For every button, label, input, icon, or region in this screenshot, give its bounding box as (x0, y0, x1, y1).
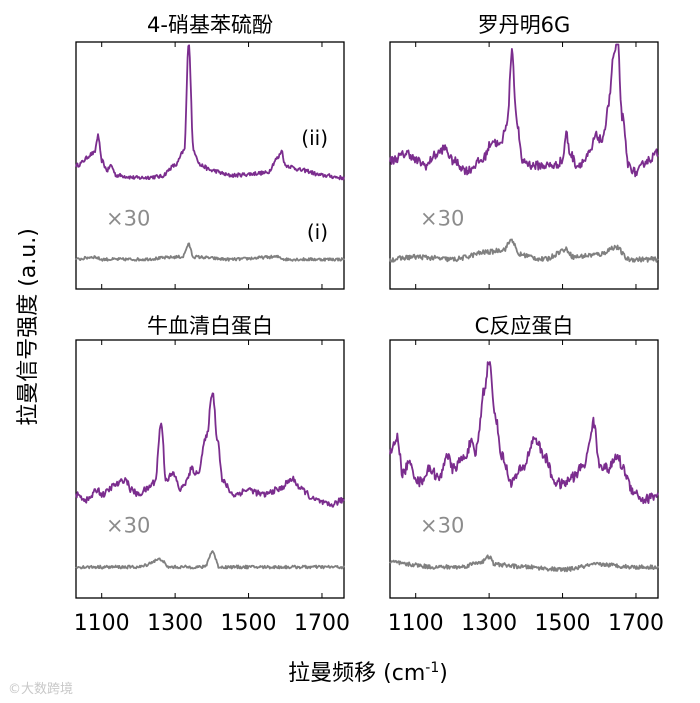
panel-2: 罗丹明6G ×30 (389, 13, 659, 290)
x-tick-label: 1500 (221, 611, 277, 636)
panel-frame (75, 41, 345, 290)
x-tick-label: 1100 (388, 611, 444, 636)
x-tick-label: 1700 (294, 611, 350, 636)
x-axis-title: 拉曼频移 (cm-1) (288, 660, 448, 686)
scale-factor-label: ×30 (106, 513, 150, 537)
series-line-reference (389, 554, 659, 573)
series-label-ii: (ii) (301, 126, 328, 150)
scale-factor-label: ×30 (420, 207, 464, 231)
panel-3: 1100 1300 1500 1700 牛血清白蛋白 ×30 (74, 314, 350, 636)
watermark-text: ©大数跨境 (8, 682, 74, 697)
x-tick-label: 1500 (535, 611, 591, 636)
series-line-reference (75, 242, 345, 262)
scale-factor-label: ×30 (106, 207, 150, 231)
x-tick-label: 1300 (461, 611, 517, 636)
series-label-i: (i) (307, 220, 328, 244)
y-axis-title: 拉曼信号强度 (a.u.) (16, 228, 41, 426)
panel-title: 罗丹明6G (478, 13, 571, 37)
series-line-reference (75, 550, 345, 570)
x-tick-label: 1100 (74, 611, 130, 636)
series-line-enhanced (75, 392, 345, 508)
panel-title: 牛血清白蛋白 (147, 314, 273, 338)
panel-4: 1100 1300 1500 1700 C反应蛋白 ×30 (388, 314, 664, 636)
series-line-enhanced (389, 361, 659, 505)
panel-frame (389, 41, 659, 290)
panel-frame (75, 339, 345, 599)
panel-title: C反应蛋白 (475, 314, 574, 338)
panel-1: 4-硝基苯硫酚 ×30 (ii) (i) (75, 13, 345, 290)
panel-frame (389, 339, 659, 599)
series-line-enhanced (75, 44, 345, 181)
x-tick-label: 1300 (147, 611, 203, 636)
panel-title: 4-硝基苯硫酚 (147, 13, 273, 37)
series-line-enhanced (389, 43, 659, 178)
scale-factor-label: ×30 (420, 513, 464, 537)
series-line-reference (389, 238, 659, 263)
x-tick-label: 1700 (608, 611, 664, 636)
